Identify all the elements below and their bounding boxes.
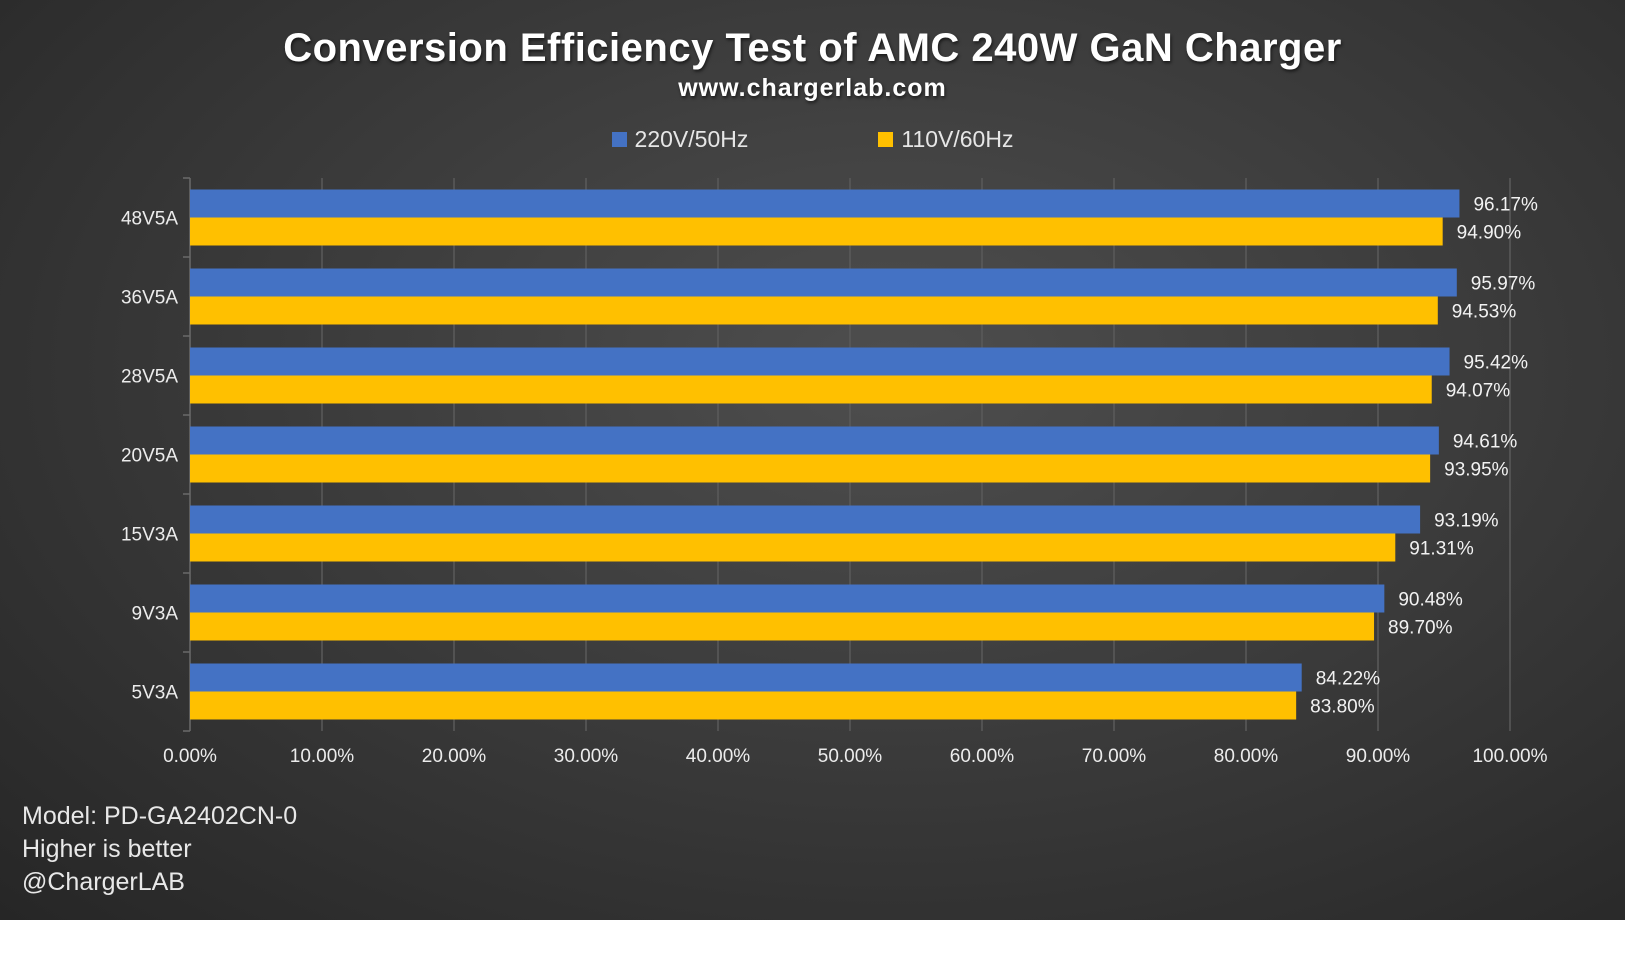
x-tick-label: 20.00% (422, 746, 487, 767)
bar-110v (190, 217, 1443, 246)
legend-label: 220V/50Hz (634, 126, 749, 152)
bar-220v (190, 189, 1460, 218)
bar-220v (190, 505, 1421, 534)
data-label: 95.42% (1464, 353, 1529, 374)
x-tick-label: 40.00% (686, 746, 751, 767)
category-label: 20V5A (121, 446, 178, 467)
legend: 220V/50Hz 110V/60Hz (0, 126, 1625, 153)
data-label: 89.70% (1388, 618, 1453, 639)
credit-note: @ChargerLAB (22, 868, 185, 896)
x-tick-label: 90.00% (1346, 746, 1411, 767)
legend-item-220v: 220V/50Hz (611, 126, 749, 153)
x-tick-label: 50.00% (818, 746, 883, 767)
bar-110v (190, 454, 1431, 483)
bar-220v (190, 426, 1439, 455)
category-label: 5V3A (132, 683, 179, 704)
category-label: 28V5A (121, 367, 178, 388)
bar-110v (190, 375, 1432, 404)
x-tick-label: 100.00% (1472, 746, 1547, 767)
data-label: 93.19% (1434, 511, 1499, 532)
data-label: 96.17% (1473, 195, 1538, 216)
legend-item-110v: 110V/60Hz (878, 126, 1013, 153)
data-label: 90.48% (1398, 590, 1463, 611)
bar-220v (190, 347, 1450, 376)
data-label: 93.95% (1444, 460, 1509, 481)
data-label: 83.80% (1310, 697, 1375, 718)
chart-title: Conversion Efficiency Test of AMC 240W G… (283, 26, 1342, 70)
x-tick-label: 70.00% (1082, 746, 1147, 767)
data-label: 94.90% (1457, 223, 1522, 244)
x-tick-label: 30.00% (554, 746, 619, 767)
bar-220v (190, 268, 1457, 297)
bar-110v (190, 296, 1438, 325)
x-tick-label: 0.00% (163, 746, 217, 767)
chart-subtitle: www.chargerlab.com (678, 74, 947, 102)
category-label: 15V3A (121, 525, 178, 546)
data-label: 84.22% (1316, 669, 1381, 690)
x-tick-label: 60.00% (950, 746, 1015, 767)
footer-notes: Model: PD-GA2402CN-0 Higher is better @C… (22, 800, 297, 899)
bar-chart: 0.00% 10.00% 20.00% 30.00% 40.00% 50.00% 60.00… (121, 177, 1548, 767)
data-label: 94.07% (1446, 381, 1511, 402)
model-note: Model: PD-GA2402CN-0 (22, 802, 298, 830)
x-tick-label: 80.00% (1214, 746, 1279, 767)
data-label: 91.31% (1409, 539, 1474, 560)
legend-swatch-yellow (878, 132, 894, 147)
bar-110v (190, 612, 1375, 641)
category-label: 9V3A (132, 604, 179, 625)
bar-110v (190, 533, 1396, 562)
category-label: 36V5A (121, 288, 178, 309)
x-tick-label: 10.00% (290, 746, 355, 767)
data-label: 95.97% (1471, 274, 1536, 295)
legend-swatch-blue (611, 132, 627, 147)
bar-110v (190, 691, 1297, 720)
data-label: 94.61% (1453, 432, 1518, 453)
bar-220v (190, 584, 1385, 613)
higher-better-note: Higher is better (22, 835, 192, 863)
legend-label: 110V/60Hz (901, 126, 1014, 152)
data-label: 94.53% (1452, 302, 1517, 323)
category-label: 48V5A (121, 209, 178, 230)
bar-220v (190, 663, 1302, 692)
